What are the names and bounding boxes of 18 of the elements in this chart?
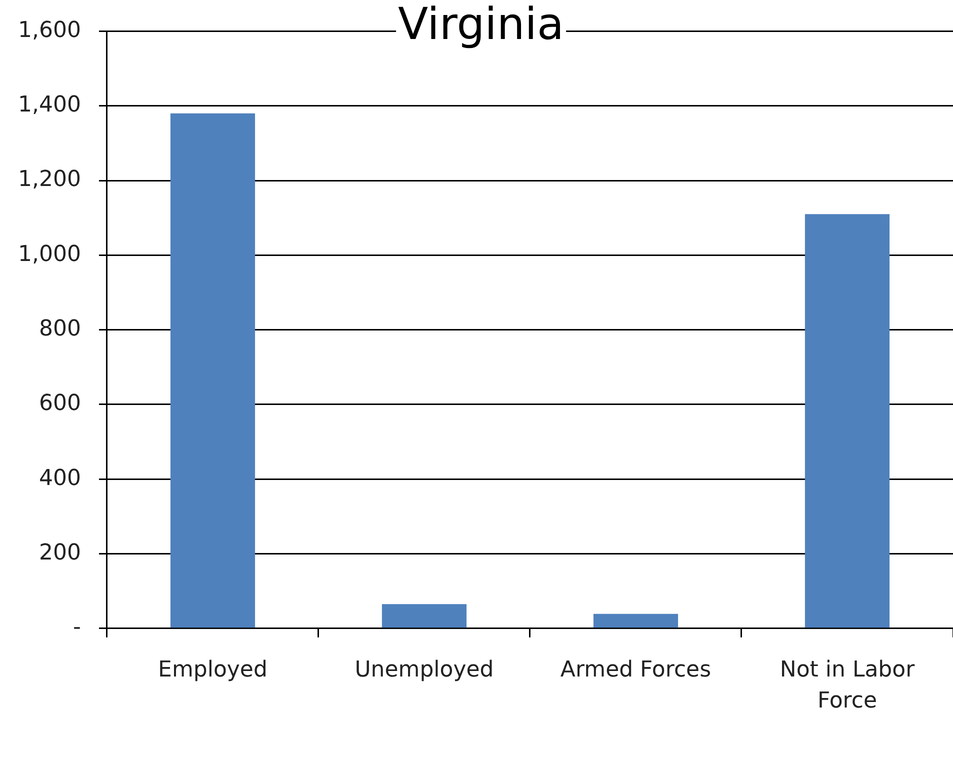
y-tick-label: - [73,615,81,640]
x-tick-label: Armed Forces [560,658,712,683]
bar [804,214,890,628]
y-tick-label: 1,200 [18,167,81,192]
y-tick-label: 1,600 [18,18,81,43]
x-tick-label: Employed [158,658,268,683]
y-tick-label: 1,400 [18,92,81,118]
bar [170,113,256,628]
chart-title: Virginia [396,0,566,50]
y-tick-label: 400 [38,466,81,491]
bar [593,614,678,628]
y-tick-label: 600 [38,391,81,416]
bar [382,604,467,628]
y-tick-label: 1,000 [18,242,81,267]
y-tick-label: 800 [38,316,81,342]
x-tick-label: Unemployed [354,658,494,683]
x-tick-label: Not in Labor Force [780,658,916,714]
y-tick-label: 200 [38,540,81,566]
